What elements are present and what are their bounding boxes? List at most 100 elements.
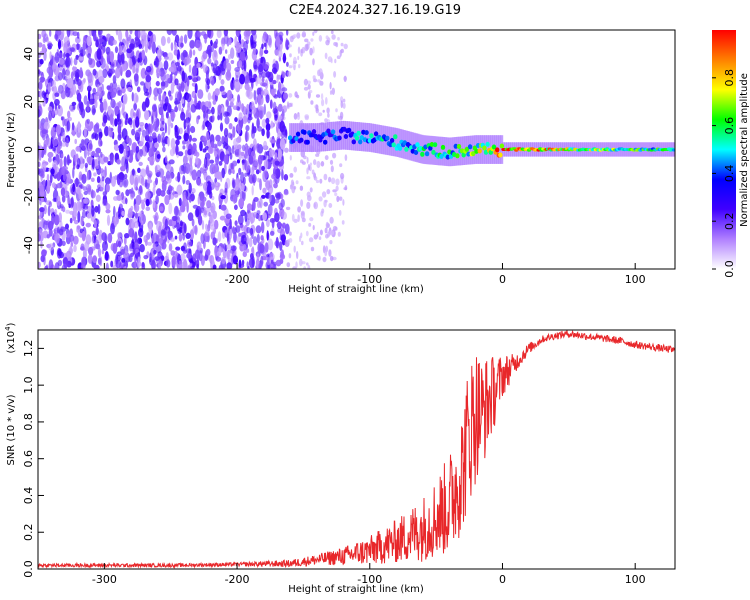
noise-blob — [45, 264, 49, 269]
noise-blob — [137, 57, 141, 63]
noise-blob — [181, 70, 186, 82]
noise-blob — [133, 92, 139, 104]
noise-blob — [105, 209, 111, 214]
noise-blob — [42, 99, 46, 107]
y-tick-label: 20 — [22, 95, 35, 109]
noise-blob — [121, 264, 124, 269]
noise-blob — [296, 251, 299, 259]
noise-blob — [212, 63, 218, 73]
noise-blob — [65, 56, 71, 67]
noise-blob — [153, 95, 157, 101]
noise-blob — [48, 228, 53, 237]
noise-blob — [328, 176, 332, 183]
noise-blob — [101, 35, 107, 48]
noise-blob — [138, 161, 143, 166]
noise-blob — [195, 39, 201, 49]
noise-blob — [73, 219, 79, 225]
noise-blob — [275, 35, 281, 47]
noise-blob — [95, 194, 101, 202]
signal-mark — [397, 145, 403, 151]
noise-blob — [246, 203, 253, 211]
noise-blob — [76, 43, 80, 50]
noise-blob — [124, 173, 128, 179]
noise-blob — [93, 32, 97, 42]
noise-blob — [307, 83, 311, 90]
noise-blob — [71, 101, 77, 106]
noise-blob — [88, 57, 93, 65]
noise-blob — [130, 108, 135, 119]
noise-blob — [103, 156, 109, 163]
signal-mark — [299, 137, 304, 143]
noise-blob — [96, 156, 100, 162]
noise-blob — [91, 150, 96, 156]
noise-blob — [47, 205, 51, 217]
noise-blob — [166, 30, 173, 36]
noise-blob — [292, 266, 297, 269]
signal-halo — [311, 123, 314, 152]
noise-blob — [47, 106, 53, 112]
noise-blob — [120, 248, 125, 255]
noise-blob — [76, 78, 82, 87]
noise-blob — [336, 195, 340, 203]
noise-blob — [322, 109, 325, 113]
signal-mark — [429, 142, 435, 147]
noise-blob — [249, 77, 256, 83]
noise-blob — [140, 81, 145, 86]
noise-blob — [70, 149, 77, 159]
noise-blob — [141, 213, 146, 225]
noise-blob — [325, 221, 329, 229]
noise-blob — [247, 91, 254, 100]
noise-blob — [288, 231, 292, 236]
noise-blob — [125, 217, 130, 226]
noise-blob — [167, 136, 170, 147]
noise-blob — [66, 154, 70, 166]
x-tick-label: 0 — [499, 573, 506, 586]
noise-blob — [69, 104, 72, 111]
noise-blob — [256, 117, 260, 129]
noise-blob — [220, 37, 226, 47]
noise-blob — [218, 204, 222, 210]
noise-blob — [56, 144, 61, 155]
noise-blob — [313, 234, 318, 240]
noise-blob — [192, 49, 196, 56]
noise-blob — [257, 64, 264, 75]
y-tick-label: -40 — [22, 236, 35, 254]
noise-blob — [78, 56, 84, 61]
noise-blob — [191, 169, 198, 181]
noise-blob — [220, 90, 226, 95]
noise-blob — [293, 166, 298, 173]
noise-blob — [92, 108, 96, 114]
noise-blob — [72, 182, 76, 193]
noise-blob — [306, 201, 311, 209]
signal-mark — [440, 144, 446, 150]
noise-blob — [133, 73, 139, 82]
noise-blob — [170, 63, 177, 73]
noise-blob — [233, 231, 237, 243]
signal-halo — [394, 127, 398, 157]
noise-blob — [71, 122, 75, 131]
signal-halo — [456, 136, 460, 166]
noise-blob — [91, 230, 96, 237]
noise-blob — [100, 140, 103, 147]
noise-blob — [90, 177, 95, 182]
noise-blob — [250, 34, 254, 46]
noise-blob — [333, 71, 337, 78]
noise-blob — [228, 54, 232, 60]
noise-blob — [41, 129, 48, 135]
noise-blob — [69, 217, 73, 224]
signal-halo — [362, 122, 366, 152]
noise-blob — [187, 212, 194, 222]
noise-blob — [154, 117, 160, 128]
noise-blob — [96, 48, 102, 60]
noise-blob — [67, 110, 71, 119]
noise-blob — [77, 121, 81, 134]
noise-blob — [123, 265, 127, 269]
y-tick-label: 0.0 — [22, 560, 35, 578]
noise-blob — [300, 211, 305, 220]
noise-blob — [189, 258, 194, 264]
noise-blob — [296, 114, 301, 120]
noise-blob — [134, 243, 140, 248]
noise-blob — [61, 195, 66, 203]
noise-blob — [118, 203, 123, 210]
noise-blob — [170, 122, 174, 129]
